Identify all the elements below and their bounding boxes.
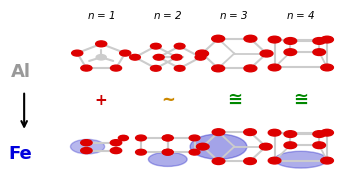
Circle shape <box>321 129 333 136</box>
Circle shape <box>268 129 281 136</box>
Circle shape <box>197 143 209 150</box>
Text: $n$ = 3: $n$ = 3 <box>219 9 249 21</box>
Text: ≅: ≅ <box>227 91 242 109</box>
Ellipse shape <box>71 139 104 154</box>
Circle shape <box>81 140 92 146</box>
Circle shape <box>136 135 146 141</box>
Circle shape <box>313 38 325 44</box>
Circle shape <box>313 131 325 137</box>
Circle shape <box>212 65 225 72</box>
Circle shape <box>284 49 297 56</box>
Text: ~: ~ <box>161 91 175 109</box>
Text: $n$ = 4: $n$ = 4 <box>286 9 316 21</box>
Ellipse shape <box>275 151 327 168</box>
Circle shape <box>189 149 200 155</box>
Circle shape <box>110 140 122 146</box>
Circle shape <box>81 65 92 71</box>
Circle shape <box>110 148 122 154</box>
Circle shape <box>130 54 140 60</box>
Circle shape <box>284 131 297 137</box>
Circle shape <box>284 38 297 44</box>
Circle shape <box>162 135 173 141</box>
Circle shape <box>96 41 107 47</box>
Circle shape <box>244 129 256 136</box>
Circle shape <box>154 54 164 60</box>
Ellipse shape <box>190 134 247 159</box>
Circle shape <box>268 36 281 43</box>
Circle shape <box>189 135 200 141</box>
Text: Fe: Fe <box>9 145 32 163</box>
Circle shape <box>118 135 128 141</box>
Text: ≅: ≅ <box>293 91 309 109</box>
Circle shape <box>321 64 333 71</box>
Circle shape <box>244 35 257 42</box>
Circle shape <box>313 142 325 149</box>
Circle shape <box>212 35 225 42</box>
Circle shape <box>174 65 185 71</box>
Circle shape <box>162 149 173 155</box>
Circle shape <box>120 50 131 56</box>
Circle shape <box>268 157 281 164</box>
Circle shape <box>162 135 173 141</box>
Circle shape <box>72 50 83 56</box>
Ellipse shape <box>148 152 187 167</box>
Circle shape <box>174 43 185 49</box>
Circle shape <box>313 49 325 56</box>
Circle shape <box>244 158 256 164</box>
Circle shape <box>96 55 106 60</box>
Circle shape <box>162 149 173 155</box>
Circle shape <box>136 149 146 155</box>
Circle shape <box>171 54 182 60</box>
Text: Al: Al <box>11 63 31 81</box>
Circle shape <box>196 50 209 57</box>
Text: $n$ = 1: $n$ = 1 <box>87 9 116 21</box>
Circle shape <box>150 65 161 71</box>
Circle shape <box>81 148 92 154</box>
Circle shape <box>110 65 121 71</box>
Circle shape <box>268 64 281 71</box>
Circle shape <box>259 143 272 150</box>
Circle shape <box>212 129 225 136</box>
Circle shape <box>212 158 225 164</box>
Circle shape <box>195 54 206 60</box>
Text: $n$ = 2: $n$ = 2 <box>153 9 183 21</box>
Circle shape <box>321 157 333 164</box>
Circle shape <box>284 142 297 149</box>
Circle shape <box>321 36 333 43</box>
Circle shape <box>244 65 257 72</box>
Text: +: + <box>95 93 108 108</box>
Circle shape <box>150 43 161 49</box>
Circle shape <box>260 50 273 57</box>
